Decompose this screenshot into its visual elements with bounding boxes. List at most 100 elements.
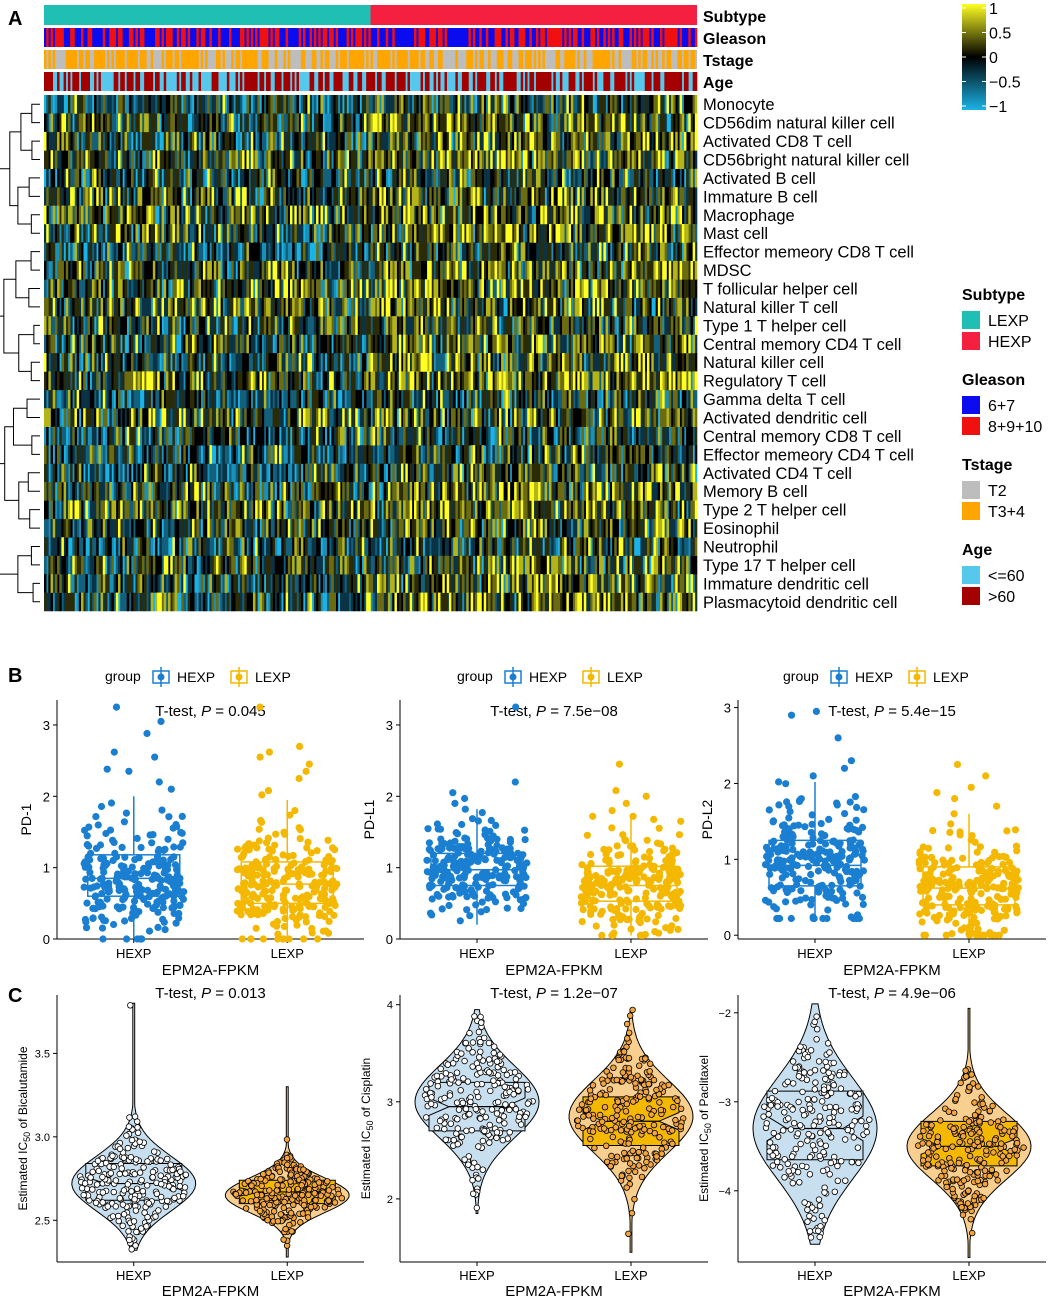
data-point (248, 870, 256, 878)
data-point (122, 1170, 129, 1177)
data-point (274, 1181, 281, 1189)
data-point (838, 1157, 845, 1165)
data-point (508, 852, 517, 861)
data-point (273, 922, 281, 930)
data-point (302, 918, 310, 926)
data-point (823, 914, 831, 923)
data-point (806, 848, 814, 856)
data-point (157, 1193, 165, 1201)
data-point (324, 836, 332, 844)
data-point (458, 1050, 465, 1057)
data-point (481, 1034, 488, 1042)
stat-p-value: = 0.013 (211, 985, 266, 1002)
data-point (305, 893, 313, 901)
data-point (169, 1166, 176, 1174)
data-point (120, 1187, 128, 1194)
data-point (994, 1177, 1001, 1184)
data-point (479, 1137, 487, 1145)
data-point (87, 884, 95, 892)
data-point (866, 1116, 873, 1123)
outlier-point (967, 783, 975, 791)
data-point (500, 1113, 507, 1120)
data-point (988, 1166, 995, 1174)
data-point (958, 1204, 965, 1211)
data-point (774, 856, 782, 864)
data-point (324, 1178, 331, 1185)
data-point (321, 884, 329, 893)
data-point (789, 870, 797, 878)
data-point (136, 1138, 143, 1145)
data-point (953, 1176, 961, 1183)
y-tick-label: 3.5 (35, 1048, 50, 1060)
data-point (947, 820, 955, 828)
data-point (920, 931, 928, 939)
y-tick-label: 1 (386, 861, 393, 876)
data-point (849, 1122, 856, 1129)
stat-p-label: P (874, 703, 884, 720)
outlier-point (110, 748, 118, 756)
data-point (255, 837, 263, 845)
data-point (781, 1156, 788, 1163)
heatmap-row-label: CD56dim natural killer cell (703, 115, 895, 133)
data-point (338, 1194, 345, 1202)
y-axis-title-suffix: of Paclitaxel (697, 1055, 711, 1123)
boxplot-legend-title: group (783, 668, 819, 684)
data-point (265, 853, 274, 861)
x-axis-title: EPM2A-FPKM (843, 1283, 941, 1296)
box-iqr (768, 839, 862, 887)
data-point (279, 905, 287, 913)
data-point (629, 1006, 636, 1014)
data-point (1006, 871, 1015, 879)
data-point (489, 881, 497, 889)
color-scale-label: −1 (989, 99, 1007, 116)
outlier-point (264, 787, 273, 795)
data-point (617, 851, 625, 859)
data-point (608, 931, 616, 940)
data-point (472, 880, 480, 888)
data-point (613, 1112, 620, 1119)
data-point (438, 905, 446, 913)
data-point (132, 1242, 139, 1249)
data-point (477, 1038, 484, 1046)
stat-label: T-test, P = 1.2e−07 (490, 985, 618, 1002)
box (922, 813, 1016, 936)
data-point (837, 1085, 845, 1092)
data-point (136, 1169, 144, 1176)
x-tick-label: HEXP (459, 1268, 494, 1283)
data-point (493, 1134, 500, 1142)
data-point (92, 1199, 100, 1206)
data-point (976, 1118, 983, 1125)
data-point (459, 1099, 467, 1107)
data-point (986, 1172, 993, 1180)
data-point (651, 928, 659, 936)
data-point (635, 868, 643, 876)
jitter-points (80, 703, 188, 943)
heatmap-row-label: Monocyte (703, 96, 775, 114)
data-point (133, 1185, 141, 1192)
data-point (816, 1113, 823, 1120)
data-point (631, 858, 640, 866)
outlier-point (461, 794, 469, 803)
data-point (961, 1167, 969, 1174)
data-point (428, 1094, 435, 1101)
data-point (635, 1162, 643, 1169)
data-point (80, 1191, 87, 1199)
data-point (628, 1209, 636, 1217)
data-point (618, 1172, 625, 1179)
outlier-point (608, 807, 616, 815)
data-point (145, 1200, 152, 1207)
data-point (846, 844, 854, 852)
dendrogram-branch (33, 324, 40, 345)
legend-title: Subtype (962, 287, 1025, 304)
legend-label: T2 (988, 483, 1007, 500)
data-point (446, 839, 454, 847)
data-point (149, 1174, 156, 1181)
heatmap-row-label: Activated B cell (703, 170, 816, 188)
dendrogram-branch (31, 140, 40, 160)
heatmap-row-label: Immature B cell (703, 188, 818, 206)
data-point (836, 860, 845, 869)
data-point (283, 1136, 291, 1143)
data-point (286, 1221, 293, 1229)
data-point (492, 821, 500, 830)
data-point (777, 864, 785, 872)
